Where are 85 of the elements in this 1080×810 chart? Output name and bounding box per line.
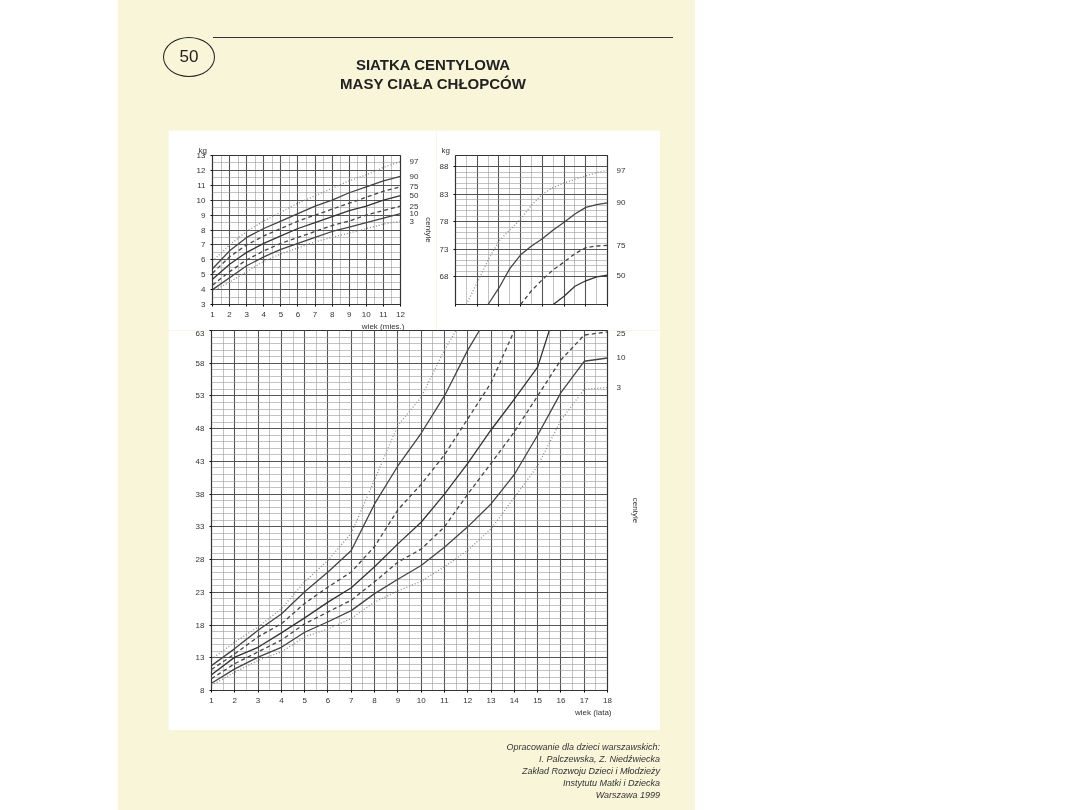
x-tick-label: 4 [279, 695, 285, 705]
y-tick-label: 10 [196, 195, 207, 205]
y-tick-label: 12 [196, 165, 207, 175]
x-tick-label: 2 [227, 309, 233, 319]
x-tick-label: 1 [209, 695, 215, 705]
series-label: 50 [616, 270, 626, 280]
x-axis-title: wiek (mies.) [360, 321, 405, 331]
y-tick-label: 4 [201, 285, 207, 295]
x-tick-label: 12 [463, 695, 473, 705]
line-series [465, 169, 608, 305]
line-series [212, 175, 401, 270]
series-label: 75 [409, 182, 419, 192]
x-tick-label: 11 [379, 309, 389, 319]
y-tick-label: 83 [439, 189, 450, 199]
series-label: 90 [616, 198, 626, 208]
x-tick-label: 1 [210, 309, 216, 319]
y2-axis-title: centyle [424, 217, 434, 244]
x-tick-label: 7 [312, 309, 318, 319]
series-label: 90 [409, 171, 419, 181]
series-label: 97 [409, 156, 419, 166]
x-tick-label: 13 [486, 695, 497, 705]
series-label: 97 [616, 165, 626, 175]
series-label: 25 [409, 201, 419, 211]
y-tick-label: 11 [197, 180, 207, 190]
x-tick-label: 2 [232, 695, 238, 705]
y-axis-title: kg [441, 145, 450, 155]
y-tick-label: 8 [201, 225, 207, 235]
x-tick-label: 8 [372, 695, 378, 705]
x-tick-label: 3 [255, 695, 261, 705]
series-label: 10 [616, 353, 626, 363]
series-label: 75 [616, 240, 626, 250]
y-tick-label: 6 [201, 255, 207, 265]
x-axis-title: wiek (lata) [574, 707, 612, 717]
y-tick-label: 58 [195, 358, 206, 368]
line-series [212, 160, 401, 262]
series-label: 50 [409, 191, 419, 201]
y-tick-label: 38 [195, 489, 206, 499]
x-tick-label: 10 [416, 695, 427, 705]
x-tick-label: 9 [347, 309, 352, 319]
y-tick-label: 53 [195, 391, 206, 401]
y-tick-label: 28 [195, 555, 206, 565]
y-tick-label: 13 [195, 653, 206, 663]
text: Opracowanie dla dzieci warszawskich: I. Palczewska, Z. Niedźwiecka Zakład Rozwoju Dzieci i Młodzieży Instytutu Matki i Dziecka Warszawa 1999 [506, 741, 660, 801]
y2-axis-title: centyle [631, 497, 641, 524]
y-tick-label: 5 [201, 270, 207, 280]
x-tick-label: 15 [533, 695, 543, 705]
x-tick-label: 12 [396, 309, 406, 319]
x-tick-label: 17 [579, 695, 590, 705]
y-tick-label: 7 [201, 240, 207, 250]
y-tick-label: 8 [200, 686, 206, 695]
x-tick-label: 5 [302, 695, 308, 705]
x-tick-label: 14 [509, 695, 520, 705]
x-tick-label: 7 [349, 695, 355, 705]
series-label: 3 [616, 382, 622, 392]
line-series [519, 244, 608, 305]
line-series [212, 186, 401, 274]
x-tick-label: 8 [329, 309, 335, 319]
x-tick-label: 6 [295, 309, 301, 319]
text: SIATKA CENTYLOWA MASY CIAŁA CHŁOPCÓW [339, 55, 527, 93]
y-tick-label: 43 [195, 456, 206, 466]
y-tick-label: 88 [439, 162, 450, 172]
x-tick-label: 3 [244, 309, 250, 319]
series-label: 10 [409, 209, 419, 219]
x-tick-label: 4 [261, 309, 267, 319]
x-tick-label: 6 [325, 695, 331, 705]
y-tick-label: 78 [439, 217, 450, 227]
y-tick-label: 3 [201, 300, 207, 309]
y-tick-label: 23 [195, 587, 206, 597]
y-axis-title: kg [198, 145, 207, 155]
series-label: 3 [409, 216, 415, 226]
y-tick-label: 63 [195, 328, 206, 338]
series-label: 25 [616, 328, 626, 338]
y-tick-label: 33 [195, 522, 206, 532]
y-tick-label: 68 [439, 272, 450, 282]
x-tick-label: 10 [361, 309, 372, 319]
x-tick-label: 5 [278, 309, 284, 319]
y-tick-label: 73 [439, 244, 450, 254]
y-tick-label: 9 [201, 210, 207, 220]
x-tick-label: 9 [395, 695, 401, 705]
y-tick-label: 18 [195, 620, 206, 630]
text: 50 [163, 37, 215, 77]
line-series [487, 202, 608, 305]
x-tick-label: 16 [556, 695, 566, 705]
y-tick-label: 48 [195, 424, 206, 434]
x-tick-label: 18 [603, 695, 613, 705]
